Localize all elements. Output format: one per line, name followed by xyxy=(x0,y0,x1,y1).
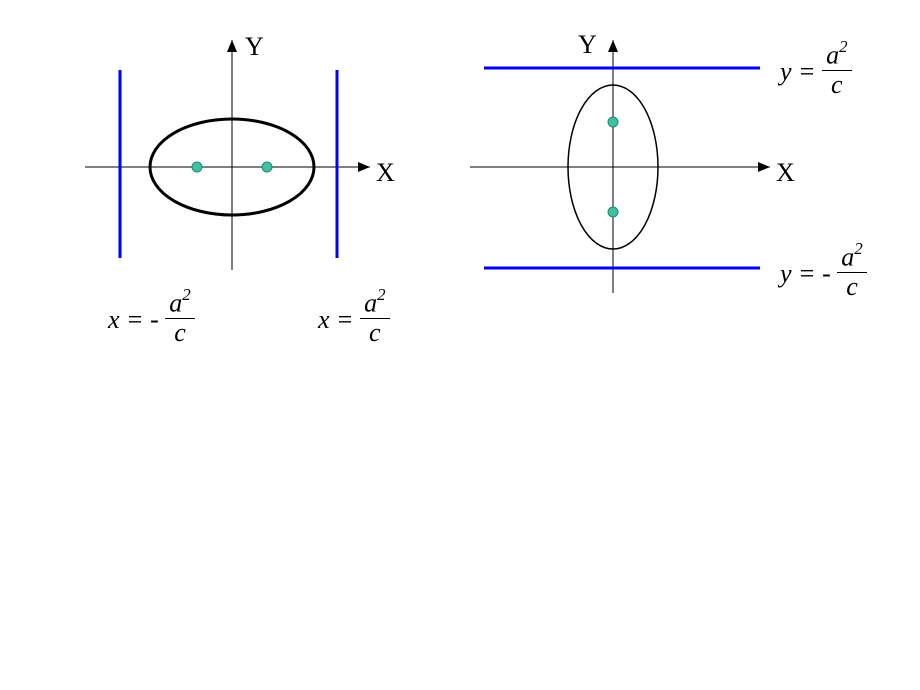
fraction: a2 c xyxy=(837,242,866,302)
left-y-axis-label: Y xyxy=(245,32,264,62)
right-y-axis-label: Y xyxy=(578,30,597,60)
left-x-axis-label: X xyxy=(376,158,395,188)
eq-prefix: x = xyxy=(318,305,354,335)
eq-prefix: x = - xyxy=(108,305,159,335)
eq-prefix: y = xyxy=(780,57,816,87)
right-directrix-top-equation: y = a2 c xyxy=(780,42,852,102)
eq-prefix: y = - xyxy=(780,259,831,289)
right-directrix-bottom-equation: y = - a2 c xyxy=(780,244,867,304)
fraction: a2 c xyxy=(822,40,851,100)
right-x-axis-label: X xyxy=(776,158,795,188)
left-directrix-left-equation: x = - a2 c xyxy=(108,290,195,350)
fraction: a2 c xyxy=(360,288,389,348)
left-directrix-right-equation: x = a2 c xyxy=(318,290,390,350)
fraction: a2 c xyxy=(165,288,194,348)
